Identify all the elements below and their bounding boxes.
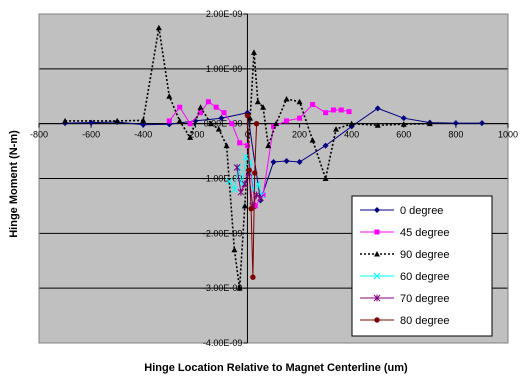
data-point <box>167 118 172 123</box>
y-tick-label: 1.00E-09 <box>206 64 243 74</box>
data-point <box>250 275 255 280</box>
x-tick-label: 600 <box>396 130 411 140</box>
y-axis-title: Hinge Moment (N-m) <box>8 130 20 238</box>
data-point <box>323 110 328 115</box>
x-tick-label: -400 <box>134 130 152 140</box>
data-point <box>347 109 352 114</box>
data-point <box>221 110 226 115</box>
data-point <box>331 107 336 112</box>
data-point <box>188 121 193 126</box>
legend-label: 70 degree <box>400 293 450 305</box>
x-tick-label: -600 <box>82 130 100 140</box>
x-tick-label: 400 <box>344 130 359 140</box>
data-point <box>247 168 252 173</box>
data-point <box>248 206 253 211</box>
data-point <box>339 107 344 112</box>
x-tick-label: 200 <box>292 130 307 140</box>
legend-label: 60 degree <box>400 271 450 283</box>
legend-label: 45 degree <box>400 227 450 239</box>
data-point <box>206 99 211 104</box>
legend-label: 0 degree <box>400 205 443 217</box>
data-point <box>297 116 302 121</box>
legend: 0 degree 45 degree 90 degree 60 degree 70 de… <box>352 196 492 336</box>
data-point <box>245 113 250 118</box>
data-point <box>177 105 182 110</box>
legend-label: 80 degree <box>400 315 450 327</box>
legend-label: 90 degree <box>400 249 450 261</box>
y-tick-label: -2.00E-09 <box>203 228 243 238</box>
x-tick-label: -800 <box>30 130 48 140</box>
data-point <box>310 102 315 107</box>
y-tick-label: 2.00E-09 <box>206 9 243 19</box>
data-point <box>229 121 234 126</box>
data-point <box>284 118 289 123</box>
legend-marker <box>375 230 380 235</box>
legend-marker <box>374 317 379 322</box>
x-tick-label: 800 <box>448 130 463 140</box>
data-point <box>252 170 257 175</box>
data-point <box>214 105 219 110</box>
y-tick-label: -3.00E-09 <box>203 283 243 293</box>
y-tick-label: -4.00E-09 <box>203 338 243 348</box>
data-point <box>254 121 259 126</box>
x-axis-title: Hinge Location Relative to Magnet Center… <box>144 362 408 374</box>
x-tick-label: 1000 <box>498 130 518 140</box>
data-point <box>237 140 242 145</box>
